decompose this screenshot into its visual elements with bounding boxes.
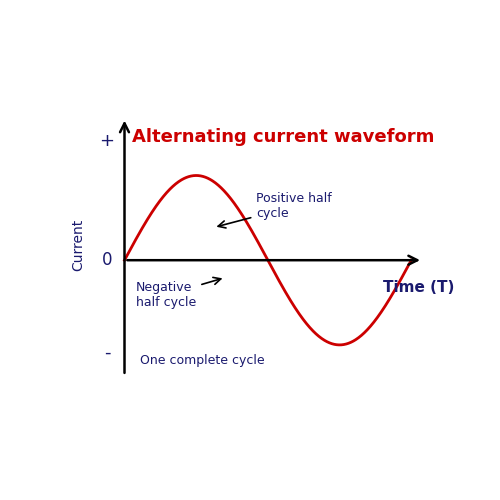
- Text: +: +: [100, 132, 114, 150]
- Text: Negative
half cycle: Negative half cycle: [136, 278, 221, 309]
- Text: 0: 0: [102, 251, 113, 269]
- Text: Current: Current: [71, 218, 85, 271]
- Text: Time (T): Time (T): [384, 280, 454, 294]
- Text: -: -: [104, 344, 110, 361]
- Text: One complete cycle: One complete cycle: [140, 354, 264, 367]
- Text: Alternating current waveform: Alternating current waveform: [132, 128, 434, 146]
- Text: Positive half
cycle: Positive half cycle: [218, 192, 332, 228]
